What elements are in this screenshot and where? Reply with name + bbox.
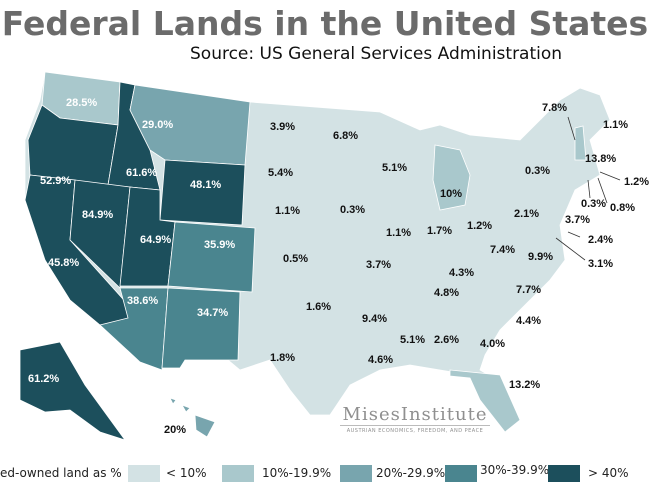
state-fl: [449, 369, 521, 433]
state-percent-label: 1.1%: [386, 227, 411, 239]
state-percent-label: 1.1%: [275, 205, 300, 217]
state-percent-label: 2.4%: [588, 234, 613, 246]
state-percent-label: 4.4%: [516, 315, 541, 327]
legend-swatch-lt10: [128, 465, 160, 482]
state-percent-label: 48.1%: [190, 179, 221, 191]
state-percent-label: 6.8%: [333, 130, 358, 142]
state-percent-label: 2.1%: [514, 208, 539, 220]
state-hi: [169, 397, 216, 438]
state-percent-label: 35.9%: [204, 239, 235, 251]
state-percent-label: 4.6%: [368, 354, 393, 366]
legend-title: ed-owned land as %: [0, 466, 122, 480]
map-title: Federal Lands in the United States: [1, 4, 649, 43]
state-percent-label: 64.9%: [140, 234, 171, 246]
state-percent-label: 9.9%: [528, 251, 553, 263]
legend-label: 10%-19.9%: [262, 466, 332, 480]
state-percent-label: 61.2%: [28, 373, 59, 385]
state-percent-label: 45.8%: [48, 257, 79, 269]
state-percent-label: 0.3%: [581, 198, 606, 210]
state-percent-label: 13.8%: [585, 153, 616, 165]
state-percent-label: 29.0%: [142, 119, 173, 131]
state-percent-label: 13.2%: [509, 379, 540, 391]
state-percent-label: 1.6%: [306, 301, 331, 313]
state-percent-label: 1.7%: [427, 225, 452, 237]
state-percent-label: 9.4%: [362, 313, 387, 325]
logo-tagline: AUSTRIAN ECONOMICS, FREEDOM, AND PEACE: [340, 425, 490, 434]
legend-label: > 40%: [588, 466, 629, 480]
state-co: [167, 221, 256, 293]
state-percent-label: 1.2%: [624, 176, 649, 188]
state-percent-label: 3.7%: [366, 259, 391, 271]
state-wy: [159, 159, 246, 226]
state-percent-label: 5.1%: [400, 334, 425, 346]
state-percent-label: 3.7%: [565, 214, 590, 226]
state-percent-label: 5.1%: [382, 162, 407, 174]
legend-label: 30%-39.9%: [480, 463, 550, 477]
state-nm: [161, 287, 241, 369]
state-percent-label: 10%: [440, 188, 462, 200]
state-percent-label: 0.5%: [283, 253, 308, 265]
state-percent-label: 5.4%: [268, 167, 293, 179]
state-percent-label: 1.2%: [467, 220, 492, 232]
state-percent-label: 7.8%: [542, 102, 567, 114]
state-percent-label: 20%: [164, 424, 186, 436]
state-nh: [574, 125, 587, 161]
state-percent-label: 28.5%: [66, 97, 97, 109]
map-subtitle: Source: US General Services Administrati…: [190, 44, 563, 64]
logo-name: MisesInstitute: [342, 404, 488, 425]
legend: ed-owned land as % < 10% 10%-19.9% 20%-2…: [0, 463, 650, 485]
state-ak: [19, 341, 127, 441]
state-percent-label: 2.6%: [434, 334, 459, 346]
state-percent-label: 52.9%: [40, 175, 71, 187]
state-percent-label: 61.6%: [126, 167, 157, 179]
legend-label: 20%-29.9%: [376, 466, 446, 480]
state-percent-label: 0.3%: [340, 204, 365, 216]
mises-institute-logo: MisesInstitute AUSTRIAN ECONOMICS, FREED…: [340, 404, 490, 434]
state-percent-label: 4.3%: [449, 267, 474, 279]
state-percent-label: 0.3%: [525, 165, 550, 177]
state-percent-label: 0.8%: [610, 202, 635, 214]
legend-swatch-gt40: [548, 465, 580, 482]
state-percent-label: 7.7%: [516, 284, 541, 296]
state-percent-label: 38.6%: [127, 295, 158, 307]
state-percent-label: 1.1%: [603, 119, 628, 131]
legend-swatch-30-39: [445, 465, 477, 482]
state-percent-label: 34.7%: [197, 307, 228, 319]
legend-label: < 10%: [166, 466, 207, 480]
state-mi: [432, 144, 471, 211]
state-percent-label: 4.8%: [434, 287, 459, 299]
state-percent-label: 1.8%: [270, 352, 295, 364]
legend-swatch-10-19: [222, 465, 254, 482]
state-percent-label: 84.9%: [82, 209, 113, 221]
state-percent-label: 3.9%: [270, 121, 295, 133]
legend-swatch-20-29: [340, 465, 372, 482]
state-percent-label: 4.0%: [480, 338, 505, 350]
state-percent-label: 7.4%: [490, 244, 515, 256]
state-percent-label: 3.1%: [588, 258, 613, 270]
leader-lines: [555, 116, 621, 261]
